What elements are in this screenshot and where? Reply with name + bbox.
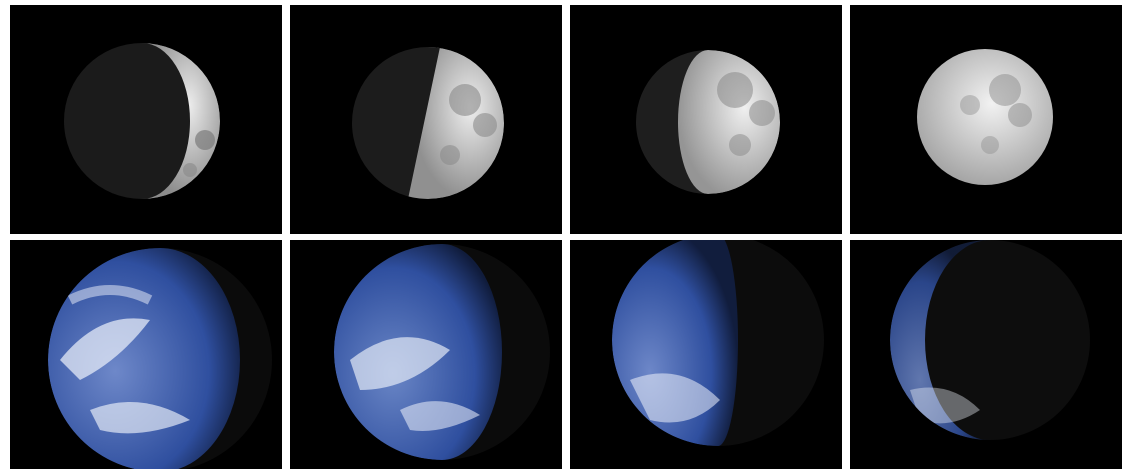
earth-panel-2: [290, 240, 562, 469]
earth-panel-3: [570, 240, 842, 469]
earth-thin-crescent-image: [890, 240, 1090, 440]
full-moon-image: [917, 49, 1053, 185]
earth-panel-4: [850, 240, 1122, 469]
moon-panel-2: [290, 5, 562, 234]
earth-crescent-image: [612, 240, 824, 446]
moon-panel-4: [850, 5, 1122, 234]
earth-panel-1: [10, 240, 282, 469]
earth-gibbous-image: [48, 248, 272, 469]
moon-panel-3: [570, 5, 842, 234]
moon-panel-1: [10, 5, 282, 234]
moon-gibbous-image: [636, 50, 780, 194]
moon-first-quarter-image: [352, 47, 504, 199]
moon-crescent-image: [64, 43, 220, 199]
earth-half-image: [334, 244, 550, 460]
